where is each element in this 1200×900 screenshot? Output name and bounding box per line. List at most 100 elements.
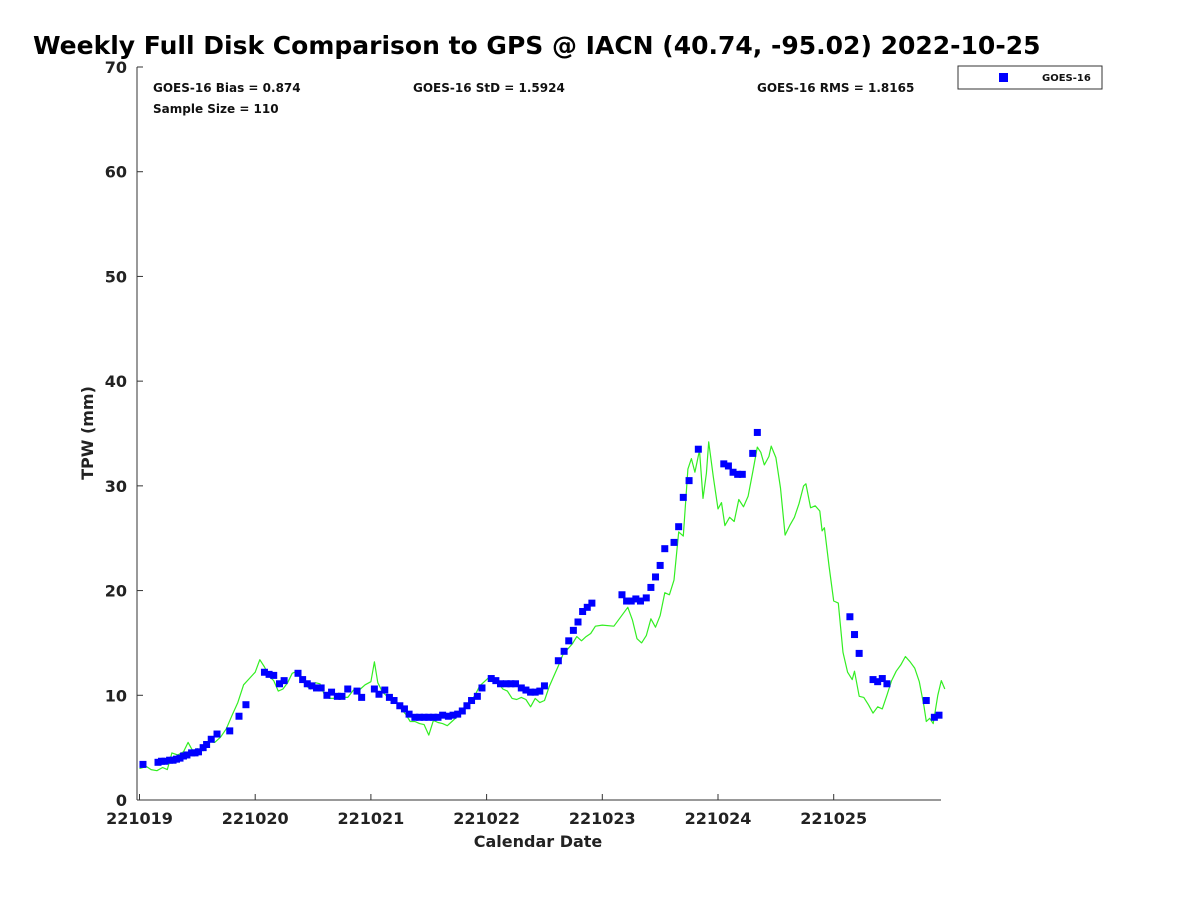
y-tick-label: 40 bbox=[105, 372, 127, 391]
goes16-point bbox=[753, 428, 761, 436]
goes16-point bbox=[749, 449, 757, 457]
goes16-point bbox=[213, 730, 221, 738]
x-tick-label: 221022 bbox=[453, 809, 520, 828]
goes16-point bbox=[496, 680, 504, 688]
goes16-point bbox=[851, 631, 859, 639]
goes16-point bbox=[536, 687, 544, 695]
legend: GOES-16 bbox=[957, 65, 1103, 90]
goes16-point bbox=[588, 599, 596, 607]
goes16-point bbox=[507, 680, 515, 688]
goes16-point bbox=[429, 713, 437, 721]
goes16-point bbox=[375, 690, 383, 698]
goes16-point bbox=[415, 713, 423, 721]
y-tick-label: 60 bbox=[105, 163, 127, 182]
goes16-point bbox=[207, 735, 215, 743]
goes16-point bbox=[492, 677, 500, 685]
goes16-point bbox=[473, 692, 481, 700]
goes16-point bbox=[235, 712, 243, 720]
goes16-point bbox=[618, 591, 626, 599]
goes16-point bbox=[463, 702, 471, 710]
goes16-point bbox=[883, 680, 891, 688]
goes16-point bbox=[405, 710, 413, 718]
goes16-point bbox=[458, 707, 466, 715]
legend-marker-goes16 bbox=[999, 73, 1008, 82]
y-tick-label: 30 bbox=[105, 477, 127, 496]
goes16-point bbox=[385, 693, 393, 701]
x-tick-label: 221023 bbox=[569, 809, 636, 828]
goes16-point bbox=[517, 684, 525, 692]
goes16-point bbox=[647, 583, 655, 591]
goes16-point bbox=[400, 705, 408, 713]
goes16-point bbox=[338, 692, 346, 700]
goes16-point bbox=[242, 701, 250, 709]
goes16-point bbox=[299, 676, 307, 684]
goes16-point bbox=[411, 713, 419, 721]
goes16-point bbox=[139, 760, 147, 768]
goes16-point bbox=[935, 711, 943, 719]
std-stat: GOES-16 StD = 1.5924 bbox=[413, 81, 565, 95]
goes16-point bbox=[358, 693, 366, 701]
y-tick-label: 10 bbox=[105, 686, 127, 705]
goes16-point bbox=[323, 691, 331, 699]
goes16-point bbox=[729, 468, 737, 476]
goes16-point bbox=[652, 573, 660, 581]
goes16-point bbox=[370, 685, 378, 693]
x-tick-group: 221019 221020 221021 221022 221023 221024 2210… bbox=[106, 794, 867, 828]
goes16-point bbox=[328, 688, 336, 696]
legend-box bbox=[957, 65, 1103, 90]
goes16-point bbox=[161, 757, 169, 765]
goes16-point bbox=[679, 493, 687, 501]
goes16-point bbox=[583, 603, 591, 611]
goes16-point bbox=[333, 692, 341, 700]
goes16-point bbox=[685, 477, 693, 485]
y-tick-label: 0 bbox=[116, 791, 127, 810]
goes16-point bbox=[270, 671, 278, 679]
goes16-point bbox=[313, 684, 321, 692]
goes16-point bbox=[734, 470, 742, 478]
goes16-point bbox=[675, 523, 683, 531]
x-axis-label: Calendar Date bbox=[474, 832, 603, 851]
goes16-point bbox=[540, 682, 548, 690]
goes16-point bbox=[226, 727, 234, 735]
goes16-point bbox=[874, 678, 882, 686]
goes16-point bbox=[531, 688, 539, 696]
goes16-point bbox=[195, 748, 203, 756]
goes16-point bbox=[642, 594, 650, 602]
goes16-point bbox=[487, 675, 495, 683]
sample-size-stat: Sample Size = 110 bbox=[153, 102, 279, 116]
goes16-point bbox=[434, 713, 442, 721]
goes16-point bbox=[855, 649, 863, 657]
goes16-point bbox=[512, 680, 520, 688]
x-tick-label: 221020 bbox=[222, 809, 289, 828]
y-tick-label: 50 bbox=[105, 267, 127, 286]
goes16-point bbox=[560, 647, 568, 655]
goes16-point bbox=[565, 637, 573, 645]
goes16-point bbox=[522, 686, 530, 694]
x-tick-label: 221021 bbox=[338, 809, 405, 828]
goes16-point bbox=[878, 675, 886, 683]
y-tick-group: 0 10 20 30 40 50 60 70 bbox=[105, 58, 143, 810]
goes16-point bbox=[930, 713, 938, 721]
goes16-point bbox=[502, 680, 510, 688]
goes16-point bbox=[420, 713, 428, 721]
goes16-point bbox=[317, 684, 325, 692]
goes16-point bbox=[468, 697, 476, 705]
goes16-point bbox=[574, 618, 582, 626]
goes16-point bbox=[444, 712, 452, 720]
rms-stat: GOES-16 RMS = 1.8165 bbox=[757, 81, 914, 95]
x-tick-label: 221019 bbox=[106, 809, 173, 828]
goes16-point bbox=[720, 460, 728, 468]
goes16-point bbox=[303, 680, 311, 688]
goes16-point bbox=[661, 545, 669, 553]
y-axis-label: TPW (mm) bbox=[78, 386, 97, 480]
goes16-point bbox=[203, 741, 211, 749]
goes16-point bbox=[478, 684, 486, 692]
goes16-point bbox=[390, 697, 398, 705]
goes16-point bbox=[425, 713, 433, 721]
goes16-point bbox=[569, 626, 577, 634]
bias-stat: GOES-16 Bias = 0.874 bbox=[153, 81, 301, 95]
goes16-point bbox=[632, 595, 640, 603]
goes16-point bbox=[922, 697, 930, 705]
x-tick-label: 221024 bbox=[685, 809, 752, 828]
